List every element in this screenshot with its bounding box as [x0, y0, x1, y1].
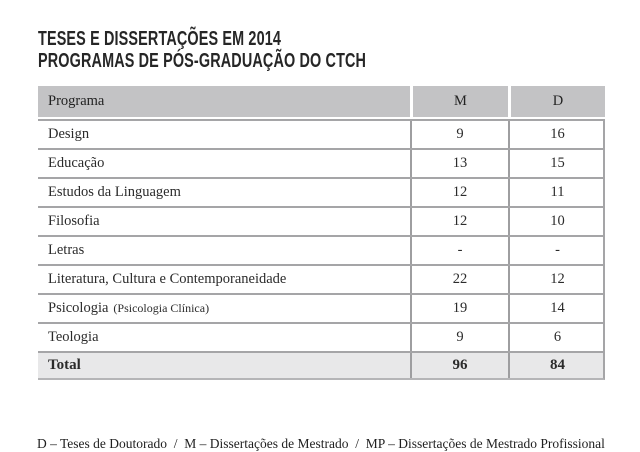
- d-value: 10: [508, 208, 605, 235]
- m-value: 9: [410, 121, 508, 148]
- program-note: (Psicologia Clínica): [113, 301, 210, 315]
- d-value: -: [508, 237, 605, 264]
- d-value: 15: [508, 150, 605, 177]
- m-value: 12: [410, 208, 508, 235]
- m-value: 9: [410, 324, 508, 351]
- table-body: Design 9 16 Educação 13 15 Estudos da Li…: [38, 119, 605, 380]
- table-row: Letras - -: [38, 235, 605, 264]
- m-value: 22: [410, 266, 508, 293]
- table-row: Literatura, Cultura e Contemporaneidade …: [38, 264, 605, 293]
- m-value: 12: [410, 179, 508, 206]
- table-row: Design 9 16: [38, 119, 605, 148]
- title-line-1: TESES E DISSERTAÇÕES EM 2014: [38, 28, 282, 50]
- program-name: Letras: [48, 242, 85, 258]
- program-name: Psicologia: [48, 300, 109, 316]
- header-d: D: [508, 86, 605, 117]
- table-row: Educação 13 15: [38, 148, 605, 177]
- m-value: -: [410, 237, 508, 264]
- program-name: Educação: [48, 155, 105, 171]
- footer-notes: D – Teses de Doutorado / M – Dissertaçõe…: [37, 390, 612, 452]
- d-value: 6: [508, 324, 605, 351]
- table-row: Estudos da Linguagem 12 11: [38, 177, 605, 206]
- program-name: Literatura, Cultura e Contemporaneidade: [48, 271, 287, 287]
- title-line-2: PROGRAMAS DE PÓS-GRADUAÇÃO DO CTCH: [38, 50, 367, 72]
- d-value: 12: [508, 266, 605, 293]
- d-value: 11: [508, 179, 605, 206]
- program-name: Design: [48, 126, 90, 142]
- program-name: Filosofia: [48, 213, 100, 229]
- page-title: TESES E DISSERTAÇÕES EM 2014 PROGRAMAS D…: [38, 28, 366, 72]
- d-value: 14: [508, 295, 605, 322]
- header-program: Programa: [38, 86, 410, 117]
- program-name: Estudos da Linguagem: [48, 184, 181, 200]
- d-value: 16: [508, 121, 605, 148]
- table-header-row: Programa M D: [38, 86, 605, 117]
- legend-note: D – Teses de Doutorado / M – Dissertaçõe…: [37, 436, 605, 451]
- table-row: Filosofia 12 10: [38, 206, 605, 235]
- m-value: 19: [410, 295, 508, 322]
- header-m: M: [410, 86, 508, 117]
- table-row: Psicologia (Psicologia Clínica) 19 14: [38, 293, 605, 322]
- program-name: Teologia: [48, 329, 99, 345]
- theses-table: Programa M D Design 9 16 Educação 13 15 …: [38, 86, 605, 380]
- table-total-row: Total 96 84: [38, 351, 605, 380]
- total-d-value: 84: [508, 353, 605, 378]
- total-label: Total: [48, 357, 81, 373]
- table-row: Teologia 9 6: [38, 322, 605, 351]
- total-m-value: 96: [410, 353, 508, 378]
- m-value: 13: [410, 150, 508, 177]
